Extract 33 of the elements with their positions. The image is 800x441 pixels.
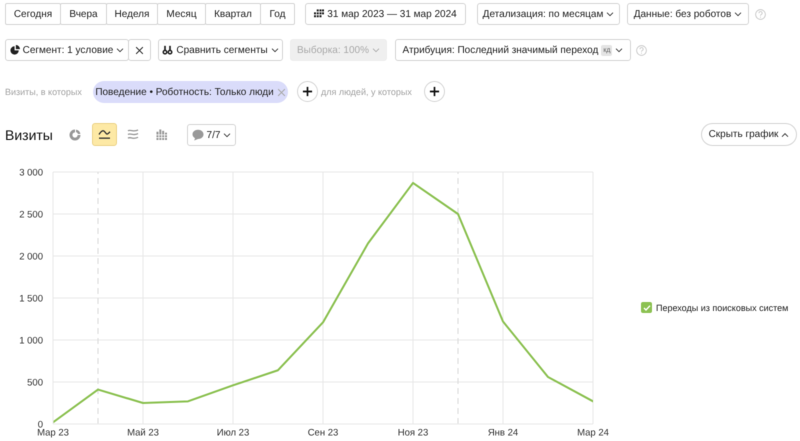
button: Месяц [157, 3, 206, 25]
button: 31 мар 2023 — 31 мар 2024 [305, 3, 466, 25]
button: Вчера [60, 3, 107, 25]
disabled-button: Выборка: 100% [290, 39, 387, 61]
chart-title: Визиты [5, 126, 53, 144]
text: для людей, у которых [321, 86, 412, 99]
y-tick-label: 0 [38, 419, 43, 430]
text: Визиты, в которых [5, 86, 82, 99]
y-tick-label: 2 500 [19, 209, 43, 220]
button: 7/7 [187, 124, 236, 146]
y-tick-label: 1 000 [19, 335, 43, 346]
button: Год [260, 3, 295, 25]
x-tick-label: Ноя 23 [398, 428, 428, 439]
button: Скрыть график [701, 123, 797, 146]
button: Сегмент: 1 условие [5, 39, 129, 61]
filter-chip: Поведение • Роботность: Только люди [93, 81, 288, 103]
button: Данные: без роботов [627, 3, 749, 25]
x-tick-label: Мар 23 [37, 428, 69, 439]
button: Сравнить сегменты [158, 39, 283, 61]
y-tick-label: 3 000 [19, 167, 43, 178]
x-tick-label: Сен 23 [308, 428, 338, 439]
y-tick-label: 2 000 [19, 251, 43, 262]
x-tick-label: Янв 24 [488, 428, 518, 439]
x-tick-label: Мар 24 [577, 428, 609, 439]
button: Неделя [106, 3, 158, 25]
button: Детализация: по месяцам [477, 3, 620, 25]
button: Сегодня [5, 3, 61, 25]
x-tick-label: Май 23 [127, 428, 159, 439]
button: Квартал [205, 3, 261, 25]
y-tick-label: 1 500 [19, 293, 43, 304]
x-tick-label: Июл 23 [216, 428, 250, 439]
legend-label: Переходы из поисковых систем [656, 302, 788, 312]
y-tick-label: 500 [27, 377, 43, 388]
